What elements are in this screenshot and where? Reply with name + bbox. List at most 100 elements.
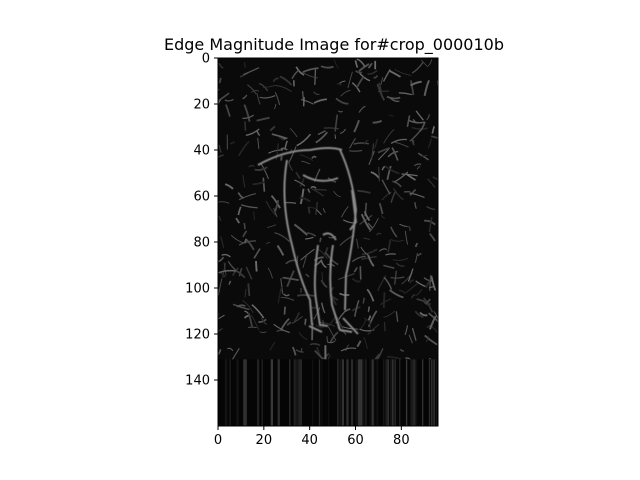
edge-stroke <box>256 93 261 105</box>
edge-stroke <box>357 189 371 194</box>
edge-stroke <box>334 114 338 132</box>
edge-stroke <box>410 80 415 96</box>
edge-stroke <box>337 110 343 113</box>
stripe <box>341 359 345 426</box>
edge-stroke <box>416 165 421 170</box>
stripe <box>311 359 314 426</box>
y-tick-label: 80 <box>193 236 210 251</box>
edge-stroke <box>378 202 384 215</box>
edge-stroke <box>423 297 434 313</box>
edge-stroke <box>426 205 436 211</box>
edge-stroke <box>367 310 378 328</box>
edge-stroke <box>317 130 326 136</box>
edge-stroke <box>353 119 360 133</box>
edge-stroke <box>240 204 258 209</box>
edge-stroke <box>267 267 273 279</box>
edge-stroke <box>302 253 308 268</box>
stripe <box>428 359 431 426</box>
edge-stroke <box>218 154 224 159</box>
edge-stroke <box>245 266 253 280</box>
edge-stroke <box>326 336 329 342</box>
edge-stroke <box>301 160 311 165</box>
edge-stroke <box>243 104 251 122</box>
edge-stroke <box>354 60 359 68</box>
edge-stroke <box>322 208 326 213</box>
edge-stroke <box>218 314 225 320</box>
edge-stroke <box>408 225 412 232</box>
edge-stroke <box>355 76 365 89</box>
edge-stroke <box>242 114 255 120</box>
edge-stroke <box>424 280 431 288</box>
edge-stroke <box>390 239 404 242</box>
edge-stroke <box>326 340 336 344</box>
x-tick-label: 40 <box>301 433 318 448</box>
edge-stroke <box>291 346 297 356</box>
edge-stroke <box>409 192 425 198</box>
axes: 0 20 40 60 80 0 20 40 60 80 100 120 140 <box>185 52 439 448</box>
stripe <box>261 359 263 426</box>
stripe <box>245 359 247 426</box>
edge-stroke <box>392 187 404 201</box>
edge-stroke <box>242 299 254 314</box>
edge-stroke <box>405 283 418 294</box>
edge-stroke <box>311 155 317 159</box>
stripe <box>394 359 396 426</box>
edge-stroke <box>305 273 310 278</box>
stripe <box>337 359 339 426</box>
waist-edge <box>302 174 339 182</box>
edge-stroke <box>376 232 382 236</box>
edge-stroke <box>253 211 255 220</box>
edge-stroke <box>351 255 366 263</box>
edge-stroke <box>243 67 260 76</box>
edge-stroke <box>280 147 288 151</box>
edge-stroke <box>348 137 356 149</box>
edge-stroke <box>314 67 317 85</box>
edge-stroke <box>345 344 350 352</box>
edge-stroke <box>218 144 222 153</box>
edge-stroke <box>298 331 308 341</box>
edge-stroke <box>317 248 328 260</box>
edge-stroke <box>377 147 391 154</box>
stripe <box>355 359 357 426</box>
edge-stroke <box>227 347 234 352</box>
edge-stroke <box>358 105 366 113</box>
edge-stroke <box>293 312 301 323</box>
edge-stroke <box>319 237 322 243</box>
edge-stroke <box>414 242 419 248</box>
edge-stroke <box>238 193 256 201</box>
edge-stroke <box>379 298 392 306</box>
edge-stroke <box>362 297 365 305</box>
edge-stroke <box>320 279 328 288</box>
edge-stroke <box>238 267 243 277</box>
edge-stroke <box>370 143 375 161</box>
edge-stroke <box>427 178 436 189</box>
edge-stroke <box>321 302 326 314</box>
edge-stroke <box>423 219 436 226</box>
stripe <box>256 359 260 426</box>
edge-stroke <box>390 138 407 145</box>
edge-stroke <box>304 318 307 326</box>
edge-stroke <box>235 269 246 279</box>
edge-stroke <box>334 134 336 139</box>
edge-stroke <box>428 59 433 67</box>
edge-stroke <box>254 166 268 172</box>
edge-stroke <box>247 312 254 328</box>
edge-stroke <box>429 274 432 292</box>
edge-stroke <box>398 92 412 96</box>
edge-stroke <box>344 308 351 313</box>
y-tick-label: 120 <box>185 328 210 343</box>
edge-stroke <box>294 179 306 187</box>
edge-stroke <box>242 230 248 238</box>
edge-stroke <box>313 98 327 104</box>
edge-stroke <box>248 164 255 168</box>
edge-stroke <box>283 306 286 315</box>
torso-right-edge <box>339 149 358 311</box>
stripe <box>350 359 354 426</box>
y-tick-label: 0 <box>202 52 210 67</box>
edge-stroke <box>390 276 405 279</box>
edge-stroke <box>406 115 411 128</box>
edge-stroke <box>360 213 372 231</box>
edge-stroke <box>279 75 293 86</box>
edge-stroke <box>428 315 437 330</box>
stripe <box>364 359 367 426</box>
